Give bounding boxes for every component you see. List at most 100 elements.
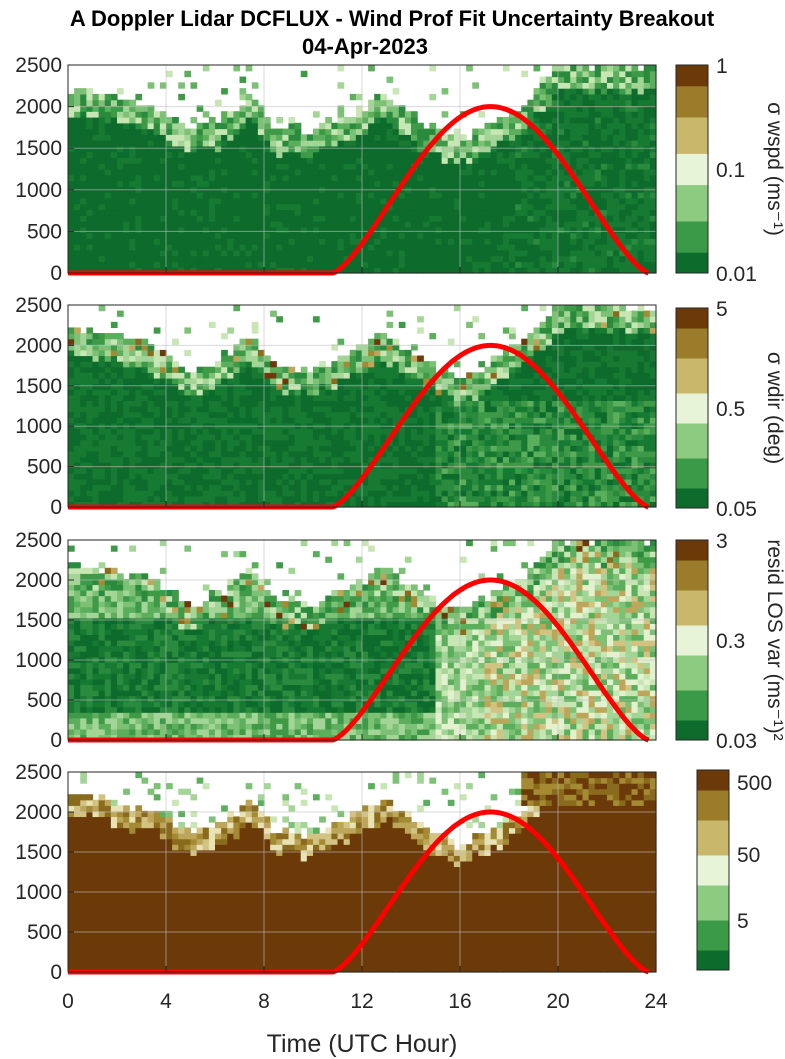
heatmap-cell [98, 366, 106, 373]
heatmap-cell [264, 439, 271, 446]
heatmap-cell [239, 145, 247, 153]
heatmap-cell [178, 238, 185, 245]
heatmap-cell [325, 495, 332, 502]
heatmap-cell [153, 169, 161, 176]
heatmap-cell [80, 377, 87, 385]
heatmap-cell [447, 439, 455, 446]
heatmap-cell [515, 484, 522, 491]
heatmap-cell [417, 122, 424, 130]
heatmap-cell [319, 163, 326, 170]
heatmap-cell [110, 111, 118, 118]
heatmap-cell [478, 221, 486, 228]
heatmap-cell [74, 238, 81, 245]
heatmap-cell [74, 389, 81, 396]
colorbar-wspd: 10.10.01σ wspd (ms⁻¹) [675, 55, 785, 286]
heatmap-cell [325, 456, 332, 463]
heatmap-cell [251, 400, 259, 407]
heatmap-cell [245, 473, 253, 480]
heatmap-cell [178, 261, 185, 268]
heatmap-cell [368, 355, 375, 362]
heatmap-cell [337, 439, 345, 446]
heatmap-cell [117, 249, 124, 257]
heatmap-cell [68, 450, 75, 458]
heatmap-cell [178, 232, 185, 239]
heatmap-cell [441, 411, 449, 418]
heatmap-cell [245, 122, 253, 130]
heatmap-cell [331, 389, 339, 396]
heatmap-cell [594, 203, 602, 211]
heatmap-cell [349, 117, 357, 124]
heatmap-cell [294, 157, 302, 164]
heatmap-cell [453, 389, 461, 396]
heatmap-cell [147, 366, 155, 373]
heatmap-cell [153, 394, 161, 401]
heatmap-cell [135, 203, 143, 211]
heatmap-cell [208, 462, 216, 469]
heatmap-cell [80, 366, 87, 373]
heatmap-cell [74, 163, 81, 170]
heatmap-cell [539, 111, 547, 118]
heatmap-cell [86, 163, 94, 170]
heatmap-cell [509, 484, 516, 491]
heatmap-cell [478, 249, 486, 257]
heatmap-cell [355, 417, 363, 424]
heatmap-cell [349, 157, 357, 164]
heatmap-cell [509, 197, 516, 205]
heatmap-cell [74, 484, 81, 491]
heatmap-cell [349, 134, 357, 141]
heatmap-cell [478, 456, 486, 463]
heatmap-cell [631, 145, 639, 153]
heatmap-cell [159, 111, 167, 118]
heatmap-cell [264, 445, 271, 452]
heatmap-cell [221, 439, 228, 446]
heatmap-cell [190, 372, 198, 379]
heatmap-cell [172, 462, 179, 469]
heatmap-cell [92, 490, 100, 497]
heatmap-cell [435, 197, 443, 205]
heatmap-cell [472, 383, 479, 390]
heatmap-cell [435, 209, 443, 216]
heatmap-cell [374, 366, 381, 373]
heatmap-cell [588, 145, 596, 153]
heatmap-cell [86, 151, 94, 159]
heatmap-cell [104, 117, 112, 124]
heatmap-cell [429, 473, 437, 480]
heatmap-cell [98, 238, 106, 245]
heatmap-cell [564, 134, 571, 141]
heatmap-cell [245, 151, 253, 159]
heatmap-cell [123, 163, 130, 170]
heatmap-cell [184, 473, 192, 480]
heatmap-cell [441, 244, 449, 251]
heatmap-cell [594, 215, 602, 222]
heatmap-cell [570, 180, 577, 187]
heatmap-cell [92, 406, 100, 413]
heatmap-cell [184, 203, 192, 211]
heatmap-cell [582, 221, 590, 228]
heatmap-cell [86, 226, 94, 234]
heatmap-cell [343, 467, 351, 474]
heatmap-cell [331, 473, 339, 480]
heatmap-cell [325, 221, 332, 228]
heatmap-cell [349, 434, 357, 441]
heatmap-cell [233, 355, 241, 362]
heatmap-cell [349, 221, 357, 228]
heatmap-cell [233, 203, 241, 211]
heatmap-cell [288, 145, 296, 153]
heatmap-cell [98, 473, 106, 480]
heatmap-cell [607, 111, 614, 118]
heatmap-cell [166, 128, 173, 135]
heatmap-cell [496, 140, 504, 147]
heatmap-cell [362, 439, 369, 446]
heatmap-cell [607, 232, 614, 239]
heatmap-cell [98, 349, 106, 357]
heatmap-cell [159, 192, 167, 199]
heatmap-cell [570, 157, 577, 164]
heatmap-cell [166, 383, 173, 390]
heatmap-cell [551, 117, 559, 124]
heatmap-cell [453, 428, 461, 435]
heatmap-cell [496, 383, 504, 390]
heatmap-cell [270, 394, 277, 401]
heatmap-cell [257, 169, 265, 176]
heatmap-cell [172, 134, 179, 141]
heatmap-cell [368, 411, 375, 418]
